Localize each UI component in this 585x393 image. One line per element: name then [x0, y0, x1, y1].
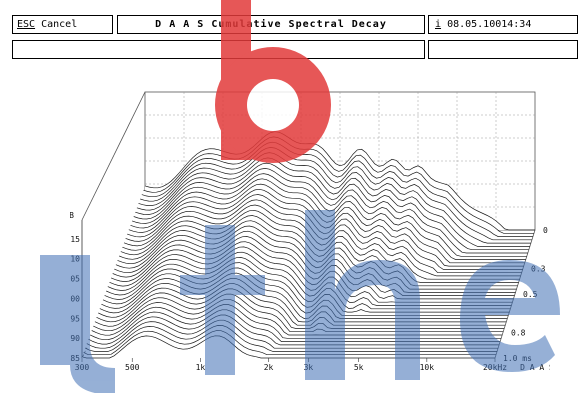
decay-slice: [133, 168, 528, 254]
decay-slice: [136, 157, 530, 247]
decay-slice: [86, 319, 499, 349]
x-tick-label: 20kHz: [483, 363, 507, 372]
time-tick-label: 0: [543, 226, 548, 235]
y-tick-label: 100: [70, 294, 80, 303]
decay-slice: [94, 293, 504, 333]
timestamp: 08.05.10014:34: [447, 19, 532, 30]
y-tick-label: 115: [70, 235, 80, 244]
decay-slice: [140, 147, 532, 241]
info-key: i: [435, 19, 442, 30]
y-tick-label: 105: [70, 275, 80, 284]
decay-slice: [98, 283, 506, 326]
decay-slice: [88, 314, 500, 346]
cancel-label: Cancel: [41, 19, 78, 30]
decay-slice: [138, 152, 531, 244]
info-button[interactable]: i 08.05.10014:34: [428, 15, 578, 34]
decay-slice: [144, 131, 535, 231]
x-tick-label: 5k: [354, 363, 364, 372]
decay-slice-fill: [82, 335, 495, 358]
decay-slice: [143, 136, 534, 234]
x-tick-label: 300: [75, 363, 90, 372]
esc-key: ESC: [17, 19, 36, 30]
decay-slice: [91, 304, 502, 339]
axis-edge: [81, 91, 146, 221]
decay-slice: [85, 325, 498, 352]
x-tick-label: 3k: [304, 363, 314, 372]
decay-slice: [81, 335, 495, 359]
time-tick-label: 0.5: [523, 290, 538, 299]
decay-slice: [89, 309, 501, 342]
x-tick-label: 10k: [420, 363, 435, 372]
time-tick-label: 0.8: [511, 328, 526, 337]
x-tick-label: 500: [125, 363, 140, 372]
cancel-button[interactable]: ESC Cancel: [12, 15, 113, 34]
y-tick-label: 90: [70, 334, 80, 343]
x-tick-label: 1k: [196, 363, 206, 372]
decay-slice: [101, 272, 508, 319]
time-tick-label: 1.0 ms: [503, 354, 532, 363]
y-tick-label: 110: [70, 255, 80, 264]
decay-slice: [99, 277, 507, 323]
time-tick-label: 0.3: [531, 264, 546, 273]
decay-slice: [83, 330, 496, 356]
brand-label: D A A S: [520, 363, 550, 372]
db-axis-label: dB: [70, 211, 74, 220]
x-tick-label: 2k: [264, 363, 274, 372]
status-field-left: [12, 40, 425, 59]
y-tick-label: 95: [70, 314, 80, 323]
y-tick-label: 85: [70, 354, 80, 363]
decay-slice: [93, 298, 503, 336]
decay-slice: [96, 288, 505, 329]
status-field-right: [428, 40, 578, 59]
watermark-letter: [40, 255, 70, 365]
decay-slice: [141, 141, 533, 237]
window-title: D A A S Cumulative Spectral Decay: [117, 15, 425, 34]
decay-slice: [135, 162, 529, 251]
